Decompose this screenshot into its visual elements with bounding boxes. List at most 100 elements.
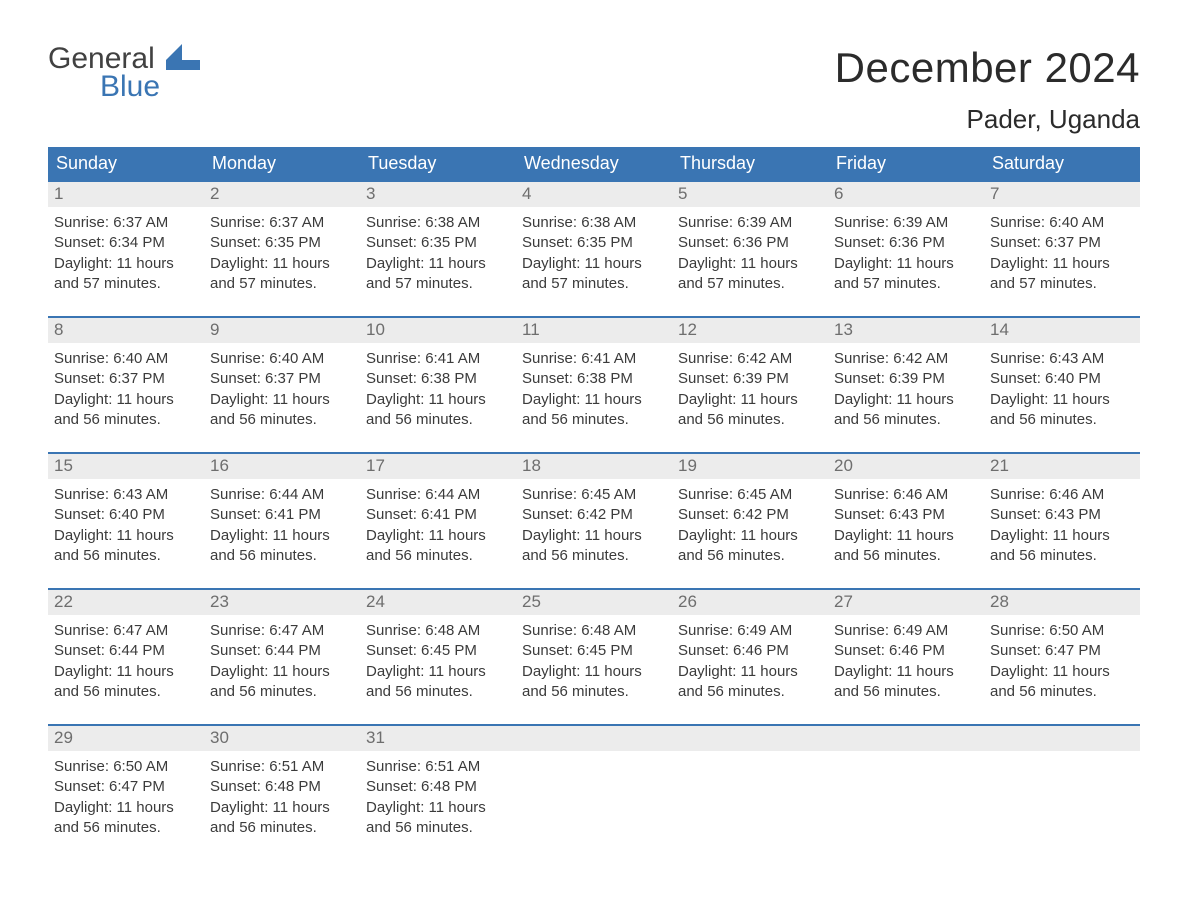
sunset-line: Sunset: 6:42 PM (522, 505, 666, 525)
day-cell: Sunrise: 6:51 AMSunset: 6:48 PMDaylight:… (204, 751, 360, 842)
sunrise-line: Sunrise: 6:37 AM (54, 213, 198, 233)
sunset-line: Sunset: 6:36 PM (678, 233, 822, 253)
weekday-header: Thursday (672, 147, 828, 180)
day-cell: Sunrise: 6:43 AMSunset: 6:40 PMDaylight:… (48, 479, 204, 570)
day-cell: Sunrise: 6:48 AMSunset: 6:45 PMDaylight:… (516, 615, 672, 706)
day-number: 1 (48, 182, 204, 207)
day-cell (984, 751, 1140, 842)
day-number: 7 (984, 182, 1140, 207)
page-header: General Blue December 2024 Pader, Uganda (48, 44, 1140, 135)
sunrise-line: Sunrise: 6:50 AM (54, 757, 198, 777)
sunrise-line: Sunrise: 6:51 AM (366, 757, 510, 777)
daylight-line: Daylight: 11 hours and 56 minutes. (210, 390, 354, 431)
sunset-line: Sunset: 6:37 PM (210, 369, 354, 389)
sunset-line: Sunset: 6:35 PM (522, 233, 666, 253)
sunrise-line: Sunrise: 6:51 AM (210, 757, 354, 777)
day-cell: Sunrise: 6:41 AMSunset: 6:38 PMDaylight:… (516, 343, 672, 434)
daylight-line: Daylight: 11 hours and 56 minutes. (522, 390, 666, 431)
sunset-line: Sunset: 6:39 PM (834, 369, 978, 389)
day-cell: Sunrise: 6:46 AMSunset: 6:43 PMDaylight:… (984, 479, 1140, 570)
sunset-line: Sunset: 6:40 PM (990, 369, 1134, 389)
day-cell: Sunrise: 6:41 AMSunset: 6:38 PMDaylight:… (360, 343, 516, 434)
sunset-line: Sunset: 6:35 PM (366, 233, 510, 253)
day-cell: Sunrise: 6:46 AMSunset: 6:43 PMDaylight:… (828, 479, 984, 570)
day-number: 6 (828, 182, 984, 207)
sunrise-line: Sunrise: 6:41 AM (366, 349, 510, 369)
sunrise-line: Sunrise: 6:46 AM (990, 485, 1134, 505)
sunrise-line: Sunrise: 6:44 AM (210, 485, 354, 505)
day-cell (828, 751, 984, 842)
day-number: 27 (828, 590, 984, 615)
day-cell: Sunrise: 6:44 AMSunset: 6:41 PMDaylight:… (360, 479, 516, 570)
daylight-line: Daylight: 11 hours and 56 minutes. (210, 798, 354, 839)
day-number: 21 (984, 454, 1140, 479)
sunset-line: Sunset: 6:41 PM (366, 505, 510, 525)
day-number: 16 (204, 454, 360, 479)
day-number: 10 (360, 318, 516, 343)
daylight-line: Daylight: 11 hours and 57 minutes. (54, 254, 198, 295)
day-cell: Sunrise: 6:49 AMSunset: 6:46 PMDaylight:… (828, 615, 984, 706)
day-number: 20 (828, 454, 984, 479)
day-number: 19 (672, 454, 828, 479)
day-number: 25 (516, 590, 672, 615)
sunrise-line: Sunrise: 6:45 AM (522, 485, 666, 505)
day-cell: Sunrise: 6:44 AMSunset: 6:41 PMDaylight:… (204, 479, 360, 570)
daynum-row: 891011121314 (48, 318, 1140, 343)
month-title: December 2024 (835, 44, 1140, 92)
day-cell: Sunrise: 6:45 AMSunset: 6:42 PMDaylight:… (516, 479, 672, 570)
title-block: December 2024 Pader, Uganda (835, 44, 1140, 135)
sunrise-line: Sunrise: 6:40 AM (54, 349, 198, 369)
day-number: 14 (984, 318, 1140, 343)
sunrise-line: Sunrise: 6:47 AM (210, 621, 354, 641)
weekday-header: Tuesday (360, 147, 516, 180)
sunrise-line: Sunrise: 6:39 AM (678, 213, 822, 233)
day-cell: Sunrise: 6:39 AMSunset: 6:36 PMDaylight:… (672, 207, 828, 298)
sunset-line: Sunset: 6:47 PM (54, 777, 198, 797)
sunrise-line: Sunrise: 6:40 AM (210, 349, 354, 369)
day-number (828, 726, 984, 751)
sunset-line: Sunset: 6:47 PM (990, 641, 1134, 661)
day-cell: Sunrise: 6:47 AMSunset: 6:44 PMDaylight:… (48, 615, 204, 706)
day-number: 2 (204, 182, 360, 207)
sunset-line: Sunset: 6:40 PM (54, 505, 198, 525)
sunrise-line: Sunrise: 6:50 AM (990, 621, 1134, 641)
calendar-week: 1234567Sunrise: 6:37 AMSunset: 6:34 PMDa… (48, 180, 1140, 298)
daylight-line: Daylight: 11 hours and 56 minutes. (54, 798, 198, 839)
sunrise-line: Sunrise: 6:46 AM (834, 485, 978, 505)
day-cell: Sunrise: 6:38 AMSunset: 6:35 PMDaylight:… (516, 207, 672, 298)
day-cell: Sunrise: 6:49 AMSunset: 6:46 PMDaylight:… (672, 615, 828, 706)
weekday-header-row: Sunday Monday Tuesday Wednesday Thursday… (48, 147, 1140, 180)
sunrise-line: Sunrise: 6:43 AM (990, 349, 1134, 369)
day-number (984, 726, 1140, 751)
day-number: 23 (204, 590, 360, 615)
day-cell: Sunrise: 6:42 AMSunset: 6:39 PMDaylight:… (828, 343, 984, 434)
daylight-line: Daylight: 11 hours and 56 minutes. (522, 662, 666, 703)
calendar: Sunday Monday Tuesday Wednesday Thursday… (48, 147, 1140, 842)
day-number: 5 (672, 182, 828, 207)
day-cell: Sunrise: 6:50 AMSunset: 6:47 PMDaylight:… (48, 751, 204, 842)
day-cell: Sunrise: 6:43 AMSunset: 6:40 PMDaylight:… (984, 343, 1140, 434)
day-cell: Sunrise: 6:40 AMSunset: 6:37 PMDaylight:… (204, 343, 360, 434)
day-cell: Sunrise: 6:38 AMSunset: 6:35 PMDaylight:… (360, 207, 516, 298)
day-number: 3 (360, 182, 516, 207)
daylight-line: Daylight: 11 hours and 56 minutes. (366, 390, 510, 431)
day-number: 9 (204, 318, 360, 343)
day-number: 26 (672, 590, 828, 615)
daylight-line: Daylight: 11 hours and 56 minutes. (366, 526, 510, 567)
calendar-week: 293031Sunrise: 6:50 AMSunset: 6:47 PMDay… (48, 724, 1140, 842)
day-cell (672, 751, 828, 842)
daylight-line: Daylight: 11 hours and 57 minutes. (210, 254, 354, 295)
daylight-line: Daylight: 11 hours and 56 minutes. (54, 662, 198, 703)
sunrise-line: Sunrise: 6:48 AM (366, 621, 510, 641)
sunrise-line: Sunrise: 6:44 AM (366, 485, 510, 505)
sunrise-line: Sunrise: 6:48 AM (522, 621, 666, 641)
day-cell: Sunrise: 6:45 AMSunset: 6:42 PMDaylight:… (672, 479, 828, 570)
day-cell: Sunrise: 6:50 AMSunset: 6:47 PMDaylight:… (984, 615, 1140, 706)
day-number: 13 (828, 318, 984, 343)
daylight-line: Daylight: 11 hours and 56 minutes. (54, 526, 198, 567)
sunset-line: Sunset: 6:35 PM (210, 233, 354, 253)
daylight-line: Daylight: 11 hours and 56 minutes. (678, 662, 822, 703)
daynum-row: 1234567 (48, 182, 1140, 207)
sunrise-line: Sunrise: 6:43 AM (54, 485, 198, 505)
weekday-header: Friday (828, 147, 984, 180)
